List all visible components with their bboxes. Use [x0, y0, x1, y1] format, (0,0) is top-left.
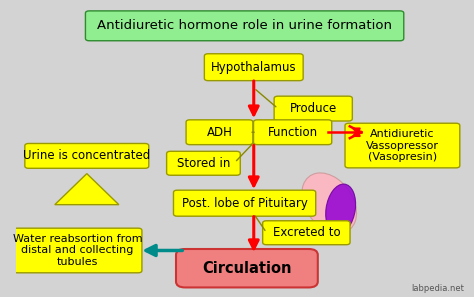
Text: labpedia.net: labpedia.net	[411, 284, 464, 293]
FancyBboxPatch shape	[173, 190, 316, 216]
Ellipse shape	[302, 173, 356, 233]
FancyBboxPatch shape	[25, 143, 149, 168]
Text: ADH: ADH	[207, 126, 232, 139]
Text: Water reabsortion from
distal and collecting
tubules: Water reabsortion from distal and collec…	[13, 234, 143, 267]
Text: Produce: Produce	[290, 102, 337, 115]
Text: Excreted to: Excreted to	[273, 226, 340, 239]
FancyBboxPatch shape	[13, 228, 142, 273]
Text: Urine is concentrated: Urine is concentrated	[23, 149, 150, 162]
Text: Function: Function	[268, 126, 318, 139]
FancyBboxPatch shape	[167, 151, 240, 175]
Text: Antidiuretic hormone role in urine formation: Antidiuretic hormone role in urine forma…	[97, 19, 392, 32]
FancyBboxPatch shape	[85, 11, 404, 41]
FancyBboxPatch shape	[274, 96, 352, 121]
Text: Hypothalamus: Hypothalamus	[211, 61, 297, 74]
FancyBboxPatch shape	[204, 54, 303, 81]
Text: Antidiuretic
Vassopressor
(Vasopresin): Antidiuretic Vassopressor (Vasopresin)	[366, 129, 439, 162]
FancyBboxPatch shape	[263, 221, 350, 245]
FancyBboxPatch shape	[186, 120, 253, 145]
Text: Circulation: Circulation	[202, 261, 292, 276]
FancyBboxPatch shape	[254, 120, 332, 145]
Polygon shape	[55, 174, 119, 205]
FancyBboxPatch shape	[345, 123, 460, 168]
Text: Post. lobe of Pituitary: Post. lobe of Pituitary	[182, 197, 308, 210]
Text: Stored in: Stored in	[177, 157, 230, 170]
Ellipse shape	[326, 184, 356, 234]
FancyBboxPatch shape	[176, 249, 318, 287]
